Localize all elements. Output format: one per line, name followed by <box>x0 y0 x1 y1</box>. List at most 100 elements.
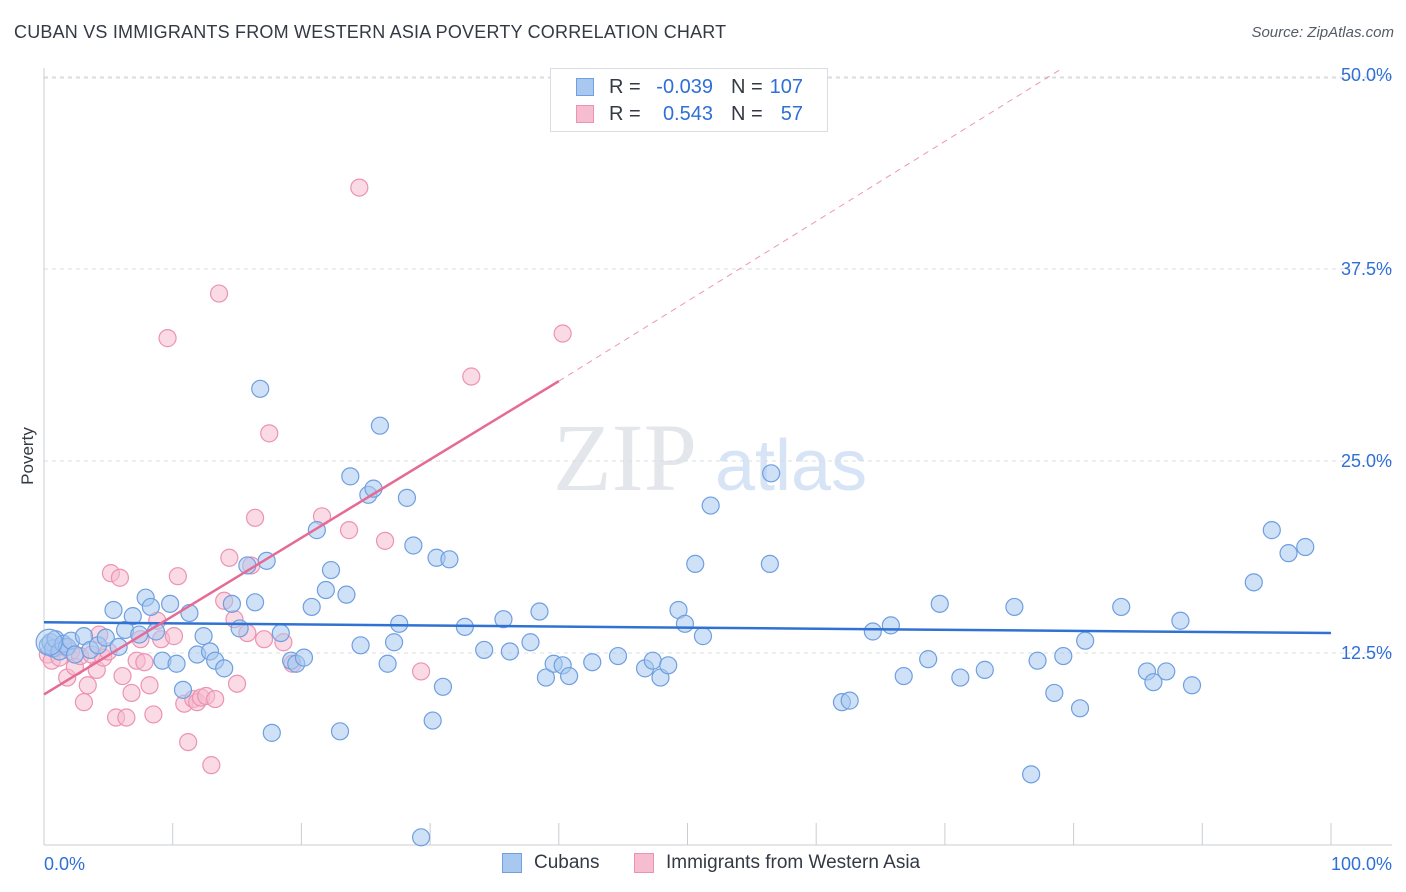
trend-line-western-asia <box>43 380 560 696</box>
point-western-asia <box>553 324 572 343</box>
series-western-asia-points <box>38 178 572 775</box>
point-cubans <box>294 648 314 667</box>
point-cubans <box>123 607 142 626</box>
point-western-asia <box>375 531 395 550</box>
legend-row-cubans: R = -0.039 N = 107 <box>551 74 827 100</box>
trend-lines <box>43 68 1332 696</box>
y-tick-label: 50.0% <box>1341 65 1392 85</box>
point-cubans <box>975 660 994 679</box>
point-cubans <box>104 600 123 620</box>
y-tick-labels: 12.5% 25.0% 37.5% 50.0% <box>1341 65 1392 663</box>
y-tick-label: 12.5% <box>1341 643 1392 663</box>
legend-n-value: 57 <box>780 103 803 125</box>
point-cubans <box>35 628 63 656</box>
point-western-asia <box>260 424 279 443</box>
point-western-asia <box>411 662 431 681</box>
point-cubans <box>881 616 900 635</box>
x-tick-marks <box>43 823 1332 845</box>
point-western-asia <box>78 676 97 695</box>
point-cubans <box>251 379 270 398</box>
point-cubans <box>1296 537 1315 557</box>
legend-r-label: R = <box>609 103 641 125</box>
point-western-asia <box>113 666 132 686</box>
point-cubans <box>316 580 335 600</box>
point-cubans <box>494 610 513 629</box>
point-cubans <box>1076 631 1095 650</box>
point-cubans <box>1045 683 1064 703</box>
point-cubans <box>659 656 678 675</box>
point-cubans <box>440 550 459 569</box>
point-cubans <box>404 536 423 555</box>
point-cubans <box>1112 597 1131 617</box>
point-western-asia <box>254 630 274 649</box>
point-cubans <box>194 627 213 646</box>
legend-r-value: -0.039 <box>656 76 713 98</box>
point-cubans <box>686 554 705 574</box>
y-axis-label: Poverty <box>18 427 37 485</box>
point-cubans <box>1005 597 1024 617</box>
point-cubans <box>762 464 781 483</box>
legend-swatch-western-asia <box>576 105 594 123</box>
point-cubans <box>370 416 390 435</box>
point-cubans <box>840 691 859 710</box>
point-cubans <box>559 666 579 686</box>
point-western-asia <box>202 756 221 775</box>
legend-n-label: N = <box>731 76 763 98</box>
point-cubans <box>760 554 779 574</box>
chart-title: CUBAN VS IMMIGRANTS FROM WESTERN ASIA PO… <box>14 22 727 42</box>
point-cubans <box>341 467 360 486</box>
point-western-asia <box>158 329 177 348</box>
y-tick-label: 25.0% <box>1341 451 1392 471</box>
point-cubans <box>245 593 265 612</box>
point-cubans <box>521 633 540 652</box>
point-cubans <box>433 677 453 696</box>
point-cubans <box>411 828 431 847</box>
point-cubans <box>930 594 949 613</box>
x-tick-label-min: 0.0% <box>44 854 85 874</box>
legend-swatch-cubans <box>576 78 594 96</box>
point-cubans <box>919 650 938 669</box>
point-cubans <box>262 723 281 742</box>
point-western-asia <box>117 708 136 727</box>
point-cubans <box>951 668 970 687</box>
point-cubans <box>1054 646 1073 666</box>
point-cubans <box>894 666 913 686</box>
point-western-asia <box>220 548 239 567</box>
point-western-asia <box>462 367 481 386</box>
point-cubans <box>384 633 404 652</box>
bottom-legend-label-cubans: Cubans <box>534 852 600 873</box>
point-western-asia <box>164 627 184 646</box>
bottom-legend-swatch-cubans <box>502 853 522 873</box>
point-cubans <box>530 602 549 621</box>
bottom-legend-swatch-western-asia <box>634 853 654 873</box>
point-cubans <box>675 614 695 633</box>
point-cubans <box>1144 673 1163 692</box>
point-cubans <box>536 668 556 687</box>
point-cubans <box>397 488 417 507</box>
bottom-legend-label-western-asia: Immigrants from Western Asia <box>666 852 921 873</box>
point-cubans <box>475 640 494 660</box>
point-cubans <box>271 623 290 643</box>
point-cubans <box>701 496 720 515</box>
point-cubans <box>1279 544 1298 563</box>
trend-line-cubans <box>43 621 1332 635</box>
point-cubans <box>167 654 186 673</box>
source-credit: Source: ZipAtlas.com <box>1251 24 1394 41</box>
point-western-asia <box>110 568 130 587</box>
point-cubans <box>1070 699 1090 718</box>
legend-n-value: 107 <box>769 76 803 98</box>
point-cubans <box>1022 765 1041 784</box>
point-cubans <box>1171 611 1190 630</box>
watermark-atlas: atlas <box>715 426 867 506</box>
legend-row-western-asia: R = 0.543 N = 57 <box>551 101 827 127</box>
correlation-legend: R = -0.039 N = 107 R = 0.543 N = 57 <box>550 68 828 132</box>
point-cubans <box>863 622 882 641</box>
point-western-asia <box>74 693 93 712</box>
legend-r-value: 0.543 <box>662 103 713 125</box>
point-cubans <box>351 636 370 655</box>
point-cubans <box>215 659 234 678</box>
point-cubans <box>302 597 321 617</box>
point-cubans <box>693 627 713 646</box>
legend-n-label: N = <box>731 103 763 125</box>
x-tick-label-max: 100.0% <box>1331 854 1392 874</box>
